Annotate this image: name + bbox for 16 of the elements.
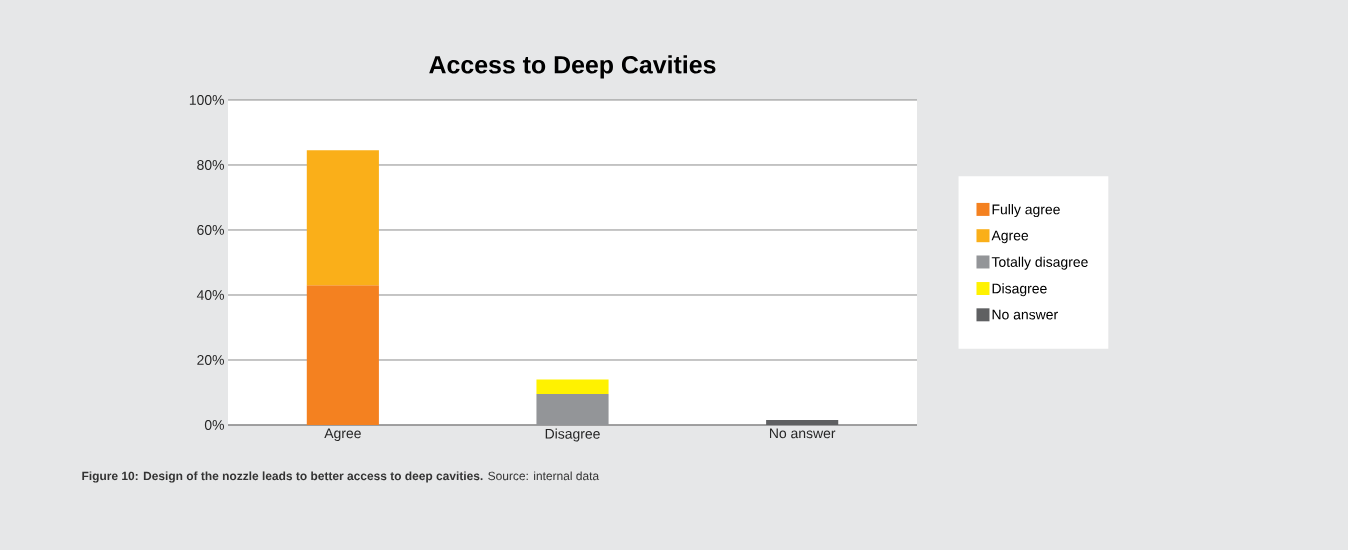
legend-label: Disagree (992, 283, 1047, 297)
y-tick-label: 80% (197, 160, 224, 170)
x-tick-label: No answer (769, 428, 836, 439)
x-tick-label: Agree (324, 428, 361, 441)
legend-label: Agree (991, 230, 1029, 244)
x-tick-label: Disagree (545, 428, 600, 442)
y-tick-label: 20% (197, 355, 224, 365)
legend-label: Fully agree (992, 204, 1060, 218)
y-tick-label: 40% (196, 290, 224, 300)
chart-title: Access to Deep Cavities (429, 55, 716, 79)
legend-label: No answer (992, 309, 1058, 320)
y-tick-label: 100% (189, 95, 224, 105)
text: Figure 10: Design of the nozzle leads to better access to deep cavities. Source: internal data (82, 471, 600, 483)
y-tick-label: 0% (204, 420, 224, 430)
y-tick-label: 60% (197, 225, 224, 235)
legend-label: Totally disagree (991, 256, 1088, 270)
